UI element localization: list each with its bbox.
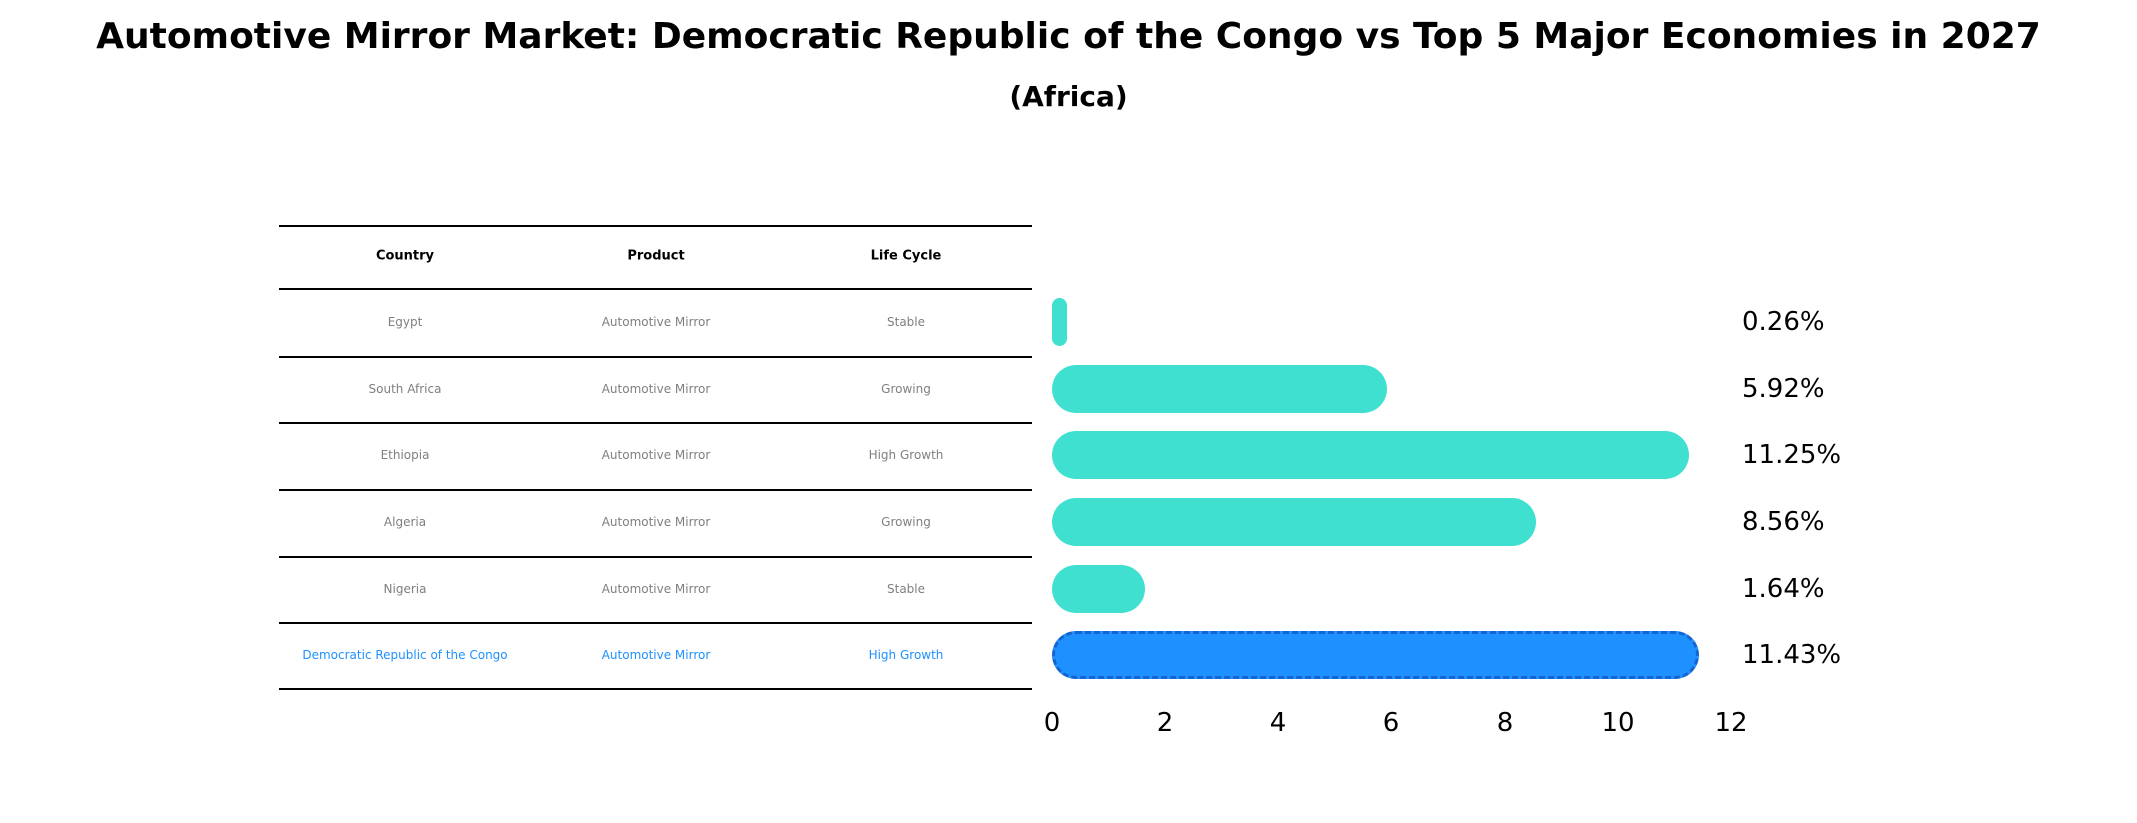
x-tick-label: 6 xyxy=(1382,708,1400,738)
value-label: 5.92% xyxy=(1742,374,1825,404)
table-cell-product-highlighted: Automotive Mirror xyxy=(601,648,711,662)
bar-nigeria xyxy=(1052,565,1145,613)
table-cell-life-cycle: Stable xyxy=(886,582,926,596)
x-tick-label: 0 xyxy=(1043,708,1061,738)
table-cell-life-cycle: Stable xyxy=(886,315,926,329)
table-cell-product: Automotive Mirror xyxy=(601,448,711,462)
row-separator xyxy=(279,622,1032,624)
bar-south-africa xyxy=(1052,365,1387,413)
table-header-life-cycle: Life Cycle xyxy=(870,248,942,264)
bar-democratic-republic-of-the-congo xyxy=(1052,631,1699,679)
table-cell-country: Egypt xyxy=(387,315,423,329)
table-cell-country: Nigeria xyxy=(383,582,427,596)
table-header-country: Country xyxy=(375,248,435,264)
table-cell-product: Automotive Mirror xyxy=(601,315,711,329)
x-tick-label: 2 xyxy=(1156,708,1174,738)
bar-egypt xyxy=(1052,298,1067,346)
value-label: 8.56% xyxy=(1742,507,1825,537)
table-cell-life-cycle-highlighted: High Growth xyxy=(868,648,944,662)
bar-ethiopia xyxy=(1052,431,1689,479)
value-label: 0.26% xyxy=(1742,307,1825,337)
value-label: 11.25% xyxy=(1742,440,1842,470)
value-label: 11.43% xyxy=(1742,640,1842,670)
table-cell-product: Automotive Mirror xyxy=(601,382,711,396)
chart-title: Automotive Mirror Market: Democratic Rep… xyxy=(96,16,2041,57)
table-cell-country-highlighted: Democratic Republic of the Congo xyxy=(302,648,508,662)
table-cell-product: Automotive Mirror xyxy=(601,582,711,596)
row-separator xyxy=(279,356,1032,358)
row-separator xyxy=(279,556,1032,558)
table-header-rule xyxy=(279,288,1032,290)
table-cell-country: South Africa xyxy=(368,382,442,396)
table-cell-life-cycle: Growing xyxy=(881,382,931,396)
row-separator xyxy=(279,489,1032,491)
table-cell-life-cycle: High Growth xyxy=(868,448,944,462)
chart-subtitle: (Africa) xyxy=(1009,80,1128,113)
x-tick-label: 10 xyxy=(1601,708,1635,738)
table-bottom-rule xyxy=(279,688,1032,690)
table-cell-product: Automotive Mirror xyxy=(601,515,711,529)
x-tick-label: 4 xyxy=(1269,708,1287,738)
table-cell-country: Ethiopia xyxy=(380,448,430,462)
row-separator xyxy=(279,422,1032,424)
value-label: 1.64% xyxy=(1742,574,1825,604)
table-header-product: Product xyxy=(627,248,685,264)
table-cell-life-cycle: Growing xyxy=(881,515,931,529)
x-tick-label: 12 xyxy=(1714,708,1748,738)
bar-algeria xyxy=(1052,498,1537,546)
x-tick-label: 8 xyxy=(1496,708,1514,738)
table-top-rule xyxy=(279,225,1032,227)
table-cell-country: Algeria xyxy=(383,515,427,529)
